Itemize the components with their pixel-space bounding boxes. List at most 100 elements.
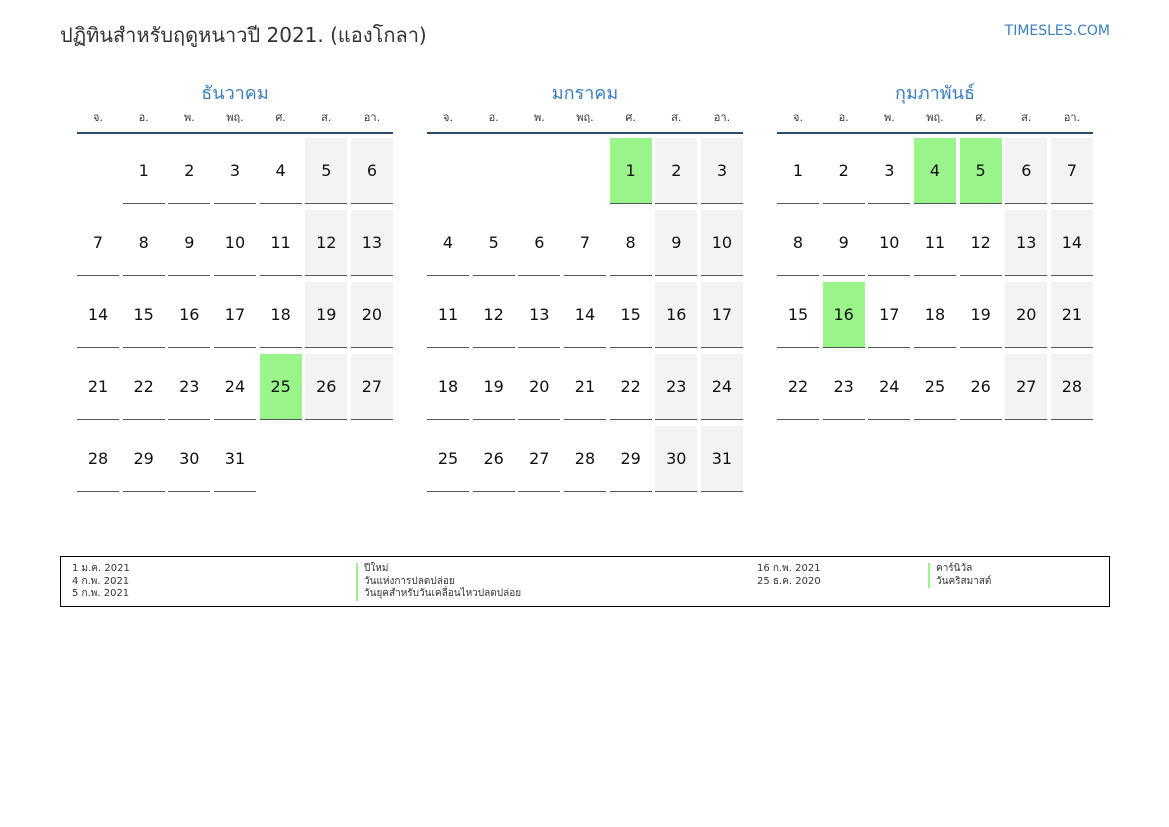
empty-day-cell — [518, 138, 560, 204]
day-cell: 14 — [1050, 210, 1093, 276]
day-cell: 29 — [609, 426, 652, 492]
month-title: มกราคม — [551, 83, 619, 104]
day-cell: 18 — [427, 354, 469, 420]
day-cell: 21 — [77, 354, 119, 420]
day-cell: 23 — [168, 354, 211, 420]
day-cell: 29 — [122, 426, 165, 492]
day-cell: 13 — [1005, 210, 1048, 276]
day-cell: 31 — [700, 426, 743, 492]
day-cell: 18 — [259, 282, 302, 348]
weekday-label: อา. — [363, 111, 381, 124]
day-cell: 5 — [305, 138, 348, 204]
day-grid: 1 2 3 4 5 6 7 8 9 10 11 12 13 14 15 16 17 18 19 20 21 22 23 24 2… — [777, 138, 1093, 420]
month-title: ธันวาคม — [201, 83, 269, 104]
holiday-day-cell: 5 — [959, 138, 1002, 204]
legend-holiday-name: ปีใหม่ — [356, 563, 521, 576]
holiday-day-cell: 25 — [259, 354, 302, 420]
day-cell: 13 — [518, 282, 561, 348]
day-cell: 21 — [563, 354, 606, 420]
day-cell: 7 — [77, 210, 119, 276]
page-title: ปฏิทินสำหรับฤดูหนาวปี 2021. (แองโกลา) — [60, 23, 427, 47]
day-cell: 24 — [868, 354, 911, 420]
holiday-day-cell: 1 — [609, 138, 652, 204]
day-cell: 12 — [305, 210, 348, 276]
day-cell: 4 — [427, 210, 469, 276]
day-cell: 19 — [472, 354, 515, 420]
day-cell: 26 — [472, 426, 515, 492]
weekday-label: อ. — [838, 111, 849, 124]
weekday-header: จ. อ. พ. พฤ. ศ. ส. อา. — [427, 110, 743, 134]
weekday-label: พฤ. — [576, 111, 594, 124]
month-title: กุมภาพันธ์ — [895, 83, 975, 104]
day-cell: 21 — [1050, 282, 1093, 348]
legend-date: 5 ก.พ. 2021 — [72, 588, 130, 599]
legend-date: 4 ก.พ. 2021 — [72, 575, 130, 587]
day-cell: 17 — [868, 282, 911, 348]
day-cell: 1 — [122, 138, 165, 204]
day-cell: 16 — [655, 282, 698, 348]
day-cell: 6 — [518, 210, 561, 276]
day-cell: 24 — [700, 354, 743, 420]
legend-holiday-name: วันแห่งการปลดปล่อย — [356, 575, 521, 588]
day-grid: 1 2 3 4 5 6 7 8 9 10 11 12 13 14 15 16 17 18 19 20 21 22 23 24 2… — [77, 138, 393, 492]
day-cell: 30 — [655, 426, 698, 492]
day-cell: 3 — [868, 138, 911, 204]
day-cell: 5 — [472, 210, 515, 276]
day-cell: 2 — [655, 138, 698, 204]
day-cell: 8 — [777, 210, 819, 276]
legend-date: 25 ธ.ค. 2020 — [757, 575, 821, 587]
day-cell: 31 — [213, 426, 256, 492]
legend-names-right: คาร์นิวัล วันคริสมาสต์ — [928, 563, 991, 588]
day-cell: 19 — [305, 282, 348, 348]
day-cell: 2 — [822, 138, 865, 204]
day-cell: 20 — [518, 354, 561, 420]
day-cell: 26 — [959, 354, 1002, 420]
weekday-label: พฤ. — [926, 111, 944, 124]
empty-day-cell — [564, 138, 606, 204]
weekday-label: ส. — [1021, 111, 1032, 124]
day-cell: 27 — [350, 354, 393, 420]
day-cell: 12 — [472, 282, 515, 348]
day-cell: 11 — [259, 210, 302, 276]
weekday-label: ส. — [321, 111, 332, 124]
day-cell: 25 — [427, 426, 469, 492]
day-cell: 30 — [168, 426, 211, 492]
legend-holiday-name: วันคริสมาสต์ — [928, 575, 991, 588]
day-cell: 10 — [700, 210, 743, 276]
weekday-header: จ. อ. พ. พฤ. ศ. ส. อา. — [777, 110, 1093, 134]
day-cell: 3 — [213, 138, 256, 204]
day-cell: 2 — [168, 138, 211, 204]
day-cell: 20 — [350, 282, 393, 348]
day-cell: 22 — [777, 354, 819, 420]
day-cell: 23 — [822, 354, 865, 420]
weekday-label: ศ. — [625, 111, 636, 124]
brand-link[interactable]: TIMESLES.COM — [1004, 23, 1110, 39]
day-cell: 25 — [913, 354, 956, 420]
day-cell: 15 — [122, 282, 165, 348]
day-cell: 28 — [77, 426, 119, 492]
day-cell: 11 — [427, 282, 469, 348]
legend-holiday-name: วันยุคสำหรับวันเคลื่อนไหวปลดปล่อย — [356, 588, 521, 601]
weekday-label: พ. — [883, 111, 895, 124]
day-cell: 18 — [913, 282, 956, 348]
legend-date: 1 ม.ค. 2021 — [72, 563, 130, 574]
weekday-label: จ. — [793, 111, 803, 124]
day-cell: 9 — [822, 210, 865, 276]
weekday-label: จ. — [93, 111, 103, 124]
day-cell: 12 — [959, 210, 1002, 276]
holiday-day-cell: 4 — [913, 138, 956, 204]
weekday-label: พ. — [183, 111, 195, 124]
day-cell: 23 — [655, 354, 698, 420]
day-cell: 16 — [168, 282, 211, 348]
day-cell: 8 — [609, 210, 652, 276]
day-cell: 28 — [1050, 354, 1093, 420]
weekday-header: จ. อ. พ. พฤ. ศ. ส. อา. — [77, 110, 393, 134]
weekday-label: อา. — [1063, 111, 1081, 124]
weekday-label: ศ. — [975, 111, 986, 124]
legend-dates-right: 16 ก.พ. 2021 25 ธ.ค. 2020 — [757, 563, 821, 588]
empty-day-cell — [427, 138, 469, 204]
day-cell: 26 — [305, 354, 348, 420]
empty-day-cell — [77, 138, 119, 204]
day-cell: 6 — [1005, 138, 1048, 204]
